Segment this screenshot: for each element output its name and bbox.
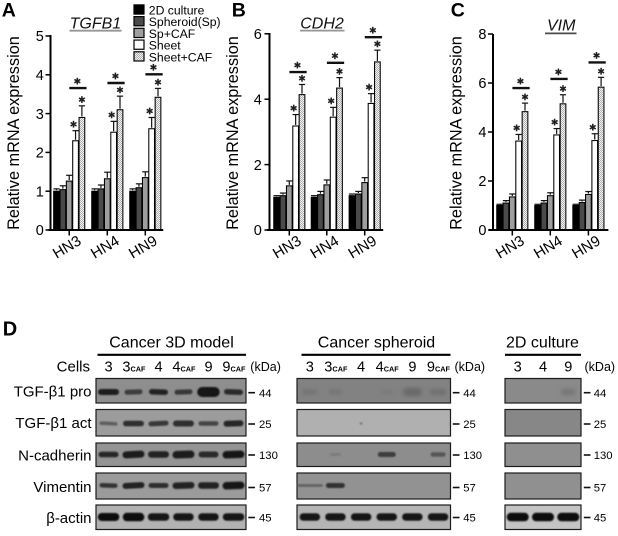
svg-text:β-actin: β-actin <box>46 510 91 527</box>
svg-text:4: 4 <box>36 68 44 84</box>
svg-text:Relative mRNA expression: Relative mRNA expression <box>224 36 242 230</box>
svg-text:3: 3 <box>104 359 112 375</box>
svg-text:9: 9 <box>408 359 416 375</box>
svg-text:130: 130 <box>259 450 278 462</box>
svg-text:2D culture: 2D culture <box>149 4 205 18</box>
svg-text:N-cadherin: N-cadherin <box>18 448 91 465</box>
svg-text:TGF-β1 act: TGF-β1 act <box>15 415 92 432</box>
svg-text:Relative mRNA expression: Relative mRNA expression <box>448 36 466 230</box>
svg-text:9: 9 <box>204 359 212 375</box>
svg-text:8: 8 <box>478 27 486 43</box>
svg-text:44: 44 <box>594 388 607 400</box>
svg-text:0: 0 <box>478 223 486 239</box>
svg-text:VIM: VIM <box>547 18 576 35</box>
svg-text:44: 44 <box>463 388 476 400</box>
svg-text:3: 3 <box>514 359 522 375</box>
svg-text:4: 4 <box>357 359 365 375</box>
svg-text:3: 3 <box>36 107 44 123</box>
svg-text:44: 44 <box>259 388 272 400</box>
svg-text:Spheroid(Sp): Spheroid(Sp) <box>149 15 221 29</box>
svg-text:(kDa): (kDa) <box>455 360 486 374</box>
svg-text:Cancer spheroid: Cancer spheroid <box>318 335 435 352</box>
svg-text:45: 45 <box>594 513 607 525</box>
svg-text:130: 130 <box>463 450 482 462</box>
svg-text:Vimentin: Vimentin <box>33 479 91 496</box>
svg-text:Sheet: Sheet <box>149 39 181 53</box>
svg-text:5: 5 <box>36 29 44 45</box>
svg-text:9: 9 <box>564 359 572 375</box>
svg-text:45: 45 <box>259 513 272 525</box>
svg-text:0: 0 <box>254 223 262 239</box>
svg-text:4: 4 <box>154 359 162 375</box>
svg-text:(kDa): (kDa) <box>585 360 616 374</box>
svg-text:2: 2 <box>478 174 486 190</box>
svg-text:D: D <box>3 319 17 341</box>
svg-text:6: 6 <box>254 27 262 43</box>
svg-text:3: 3 <box>306 359 314 375</box>
svg-text:25: 25 <box>259 419 272 431</box>
svg-text:2: 2 <box>36 146 44 162</box>
svg-text:25: 25 <box>594 419 607 431</box>
svg-text:B: B <box>232 0 246 22</box>
svg-text:45: 45 <box>463 513 476 525</box>
svg-text:CDH2: CDH2 <box>300 15 344 32</box>
svg-text:Relative mRNA expression: Relative mRNA expression <box>5 36 23 230</box>
svg-text:25: 25 <box>463 419 476 431</box>
svg-text:57: 57 <box>259 483 272 495</box>
svg-text:4: 4 <box>254 92 262 108</box>
svg-text:TGF-β1 pro: TGF-β1 pro <box>14 384 92 401</box>
svg-text:Cells: Cells <box>57 358 90 375</box>
svg-text:4: 4 <box>478 125 486 141</box>
svg-text:TGFB1: TGFB1 <box>70 16 122 33</box>
svg-text:Sp+CAF: Sp+CAF <box>149 27 195 41</box>
svg-text:2: 2 <box>254 158 262 174</box>
svg-text:130: 130 <box>594 450 613 462</box>
svg-text:57: 57 <box>463 483 476 495</box>
svg-text:(kDa): (kDa) <box>250 360 281 374</box>
svg-text:Cancer 3D model: Cancer 3D model <box>109 335 234 352</box>
svg-text:2D culture: 2D culture <box>506 335 579 352</box>
svg-text:6: 6 <box>478 76 486 92</box>
svg-text:A: A <box>2 0 16 22</box>
svg-text:C: C <box>451 0 465 22</box>
svg-text:0: 0 <box>36 223 44 239</box>
svg-text:1: 1 <box>36 184 44 200</box>
svg-text:Sheet+CAF: Sheet+CAF <box>149 50 212 64</box>
svg-text:57: 57 <box>594 483 607 495</box>
svg-text:4: 4 <box>539 359 547 375</box>
